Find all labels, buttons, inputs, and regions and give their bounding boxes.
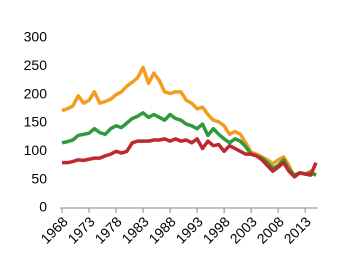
x-tick-label: 2008 xyxy=(254,213,287,246)
y-tick-label: 50 xyxy=(31,170,47,186)
y-tick-label: 200 xyxy=(24,85,48,101)
y-tick-label: 150 xyxy=(24,114,48,130)
x-tick-label: 1973 xyxy=(64,213,97,246)
series-line xyxy=(61,111,317,177)
y-tick-label: 0 xyxy=(39,199,47,215)
x-tick-label: 1993 xyxy=(173,213,206,246)
y-tick-label: 250 xyxy=(24,57,48,73)
x-tick-label: 2003 xyxy=(227,213,260,246)
x-tick-label: 1978 xyxy=(91,213,124,246)
x-tick-label: 2013 xyxy=(281,213,314,246)
y-tick-label: 300 xyxy=(24,29,48,45)
series-line xyxy=(62,137,318,179)
x-tick-label: 1968 xyxy=(37,213,70,246)
x-tick-label: 1998 xyxy=(200,213,233,246)
series-line xyxy=(61,65,318,179)
x-tick-label: 1983 xyxy=(118,213,151,246)
y-tick-label: 100 xyxy=(24,142,48,158)
x-tick-label: 1988 xyxy=(145,213,178,246)
